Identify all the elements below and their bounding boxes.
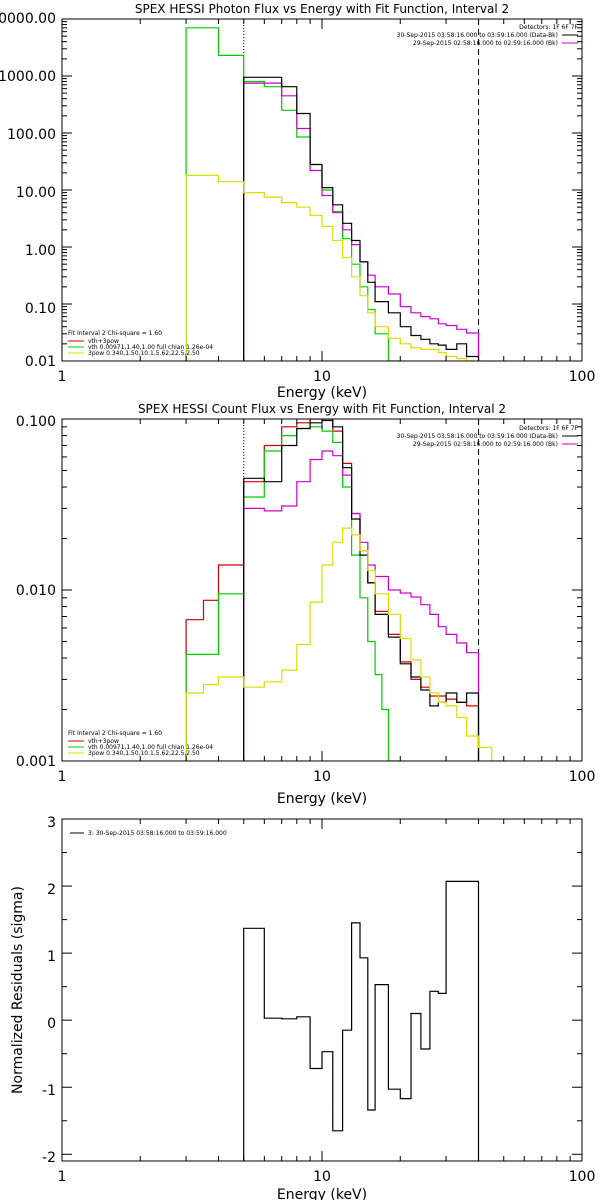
residuals-ytick-0: 0 — [47, 1016, 56, 1032]
count-flux-xtick-10: 10 — [313, 769, 331, 785]
residuals-ytick--1: -1 — [42, 1083, 56, 1099]
residuals-xlabel: Energy (keV) — [277, 1187, 367, 1200]
count-flux-time-bk: 29-Sep-2015 02:58:16.000 to 02:59:16.000… — [413, 441, 558, 448]
photon-flux-time-data: 30-Sep-2015 03:58:16.000 to 03:59:16.000… — [397, 32, 558, 39]
residuals-ytick-2: 2 — [47, 882, 56, 898]
count-flux-time-data: 30-Sep-2015 03:58:16.000 to 03:59:16.000… — [397, 433, 558, 440]
count-flux-ytick-0.100: 0.100 — [16, 414, 56, 430]
photon-flux-frame — [61, 18, 583, 362]
residuals-frame — [61, 818, 583, 1162]
photon-flux-fit-header: Fit Interval 2 Chi-square = 1.60 — [68, 330, 162, 337]
count-flux-panel: SPEX HESSI Count Flux vs Energy with Fit… — [16, 402, 595, 807]
count-flux-xtick-1: 1 — [58, 769, 67, 785]
residuals-ytick-1: 1 — [47, 949, 56, 965]
residuals-ytick-3: 3 — [47, 815, 56, 831]
photon-flux-ytick-100.00: 100.00 — [7, 127, 56, 143]
count-flux-xlabel: Energy (keV) — [277, 791, 367, 807]
photon-flux-plot-area — [61, 19, 582, 362]
photon-flux-xtick-1: 1 — [58, 369, 67, 385]
plot-clip-group — [243, 880, 480, 1161]
histogram-series-0 — [185, 419, 480, 761]
count-flux-fit-entry-total: vth+3pow — [88, 738, 119, 745]
photon-flux-ytick-1000.00: 1000.00 — [0, 69, 56, 85]
residuals-legend-entry: 3: 30-Sep-2015 03:58:16.000 to 03:59:16.… — [88, 830, 227, 837]
count-flux-xtick-100: 100 — [569, 769, 596, 785]
count-flux-plot-area — [61, 419, 582, 762]
residuals-ytick--2: -2 — [42, 1150, 56, 1166]
photon-flux-fit-entry-vth: vth 0.00971,1.40,1.00 full chian 1.26e-0… — [88, 344, 213, 351]
count-flux-ytick-0.010: 0.010 — [16, 583, 56, 599]
histogram-series-2 — [243, 76, 480, 361]
residuals-xtick-100: 100 — [569, 1169, 596, 1185]
histogram-series-2 — [243, 450, 480, 761]
photon-flux-title: SPEX HESSI Photon Flux vs Energy with Fi… — [135, 2, 509, 16]
residuals-xtick-10: 10 — [313, 1169, 331, 1185]
histogram-series-0 — [243, 880, 480, 1161]
residuals-plot-area — [61, 818, 582, 1161]
photon-flux-time-bk: 29-Sep-2015 02:58:16.000 to 02:59:16.000… — [413, 40, 558, 47]
count-flux-detectors: Detectors: 1F 6F 7F — [519, 425, 578, 432]
count-flux-ytick-0.001: 0.001 — [16, 754, 56, 770]
photon-flux-xlabel: Energy (keV) — [277, 385, 367, 401]
count-flux-fit-entry-vth: vth 0.00971,1.40,1.00 full chian 1.26e-0… — [88, 744, 213, 751]
photon-flux-fit-entry-total: vth+3pow — [88, 338, 119, 345]
photon-flux-panel: SPEX HESSI Photon Flux vs Energy with Fi… — [0, 2, 595, 401]
residuals-xtick-1: 1 — [58, 1169, 67, 1185]
photon-flux-xtick-100: 100 — [569, 369, 596, 385]
residuals-panel: 1 10 100 -2 -1 0 1 2 3 Energy (keV) Norm… — [10, 815, 595, 1200]
count-flux-frame — [61, 418, 583, 762]
count-flux-title: SPEX HESSI Count Flux vs Energy with Fit… — [138, 402, 506, 416]
photon-flux-ytick-0.10: 0.10 — [25, 301, 56, 317]
photon-flux-ytick-1.00: 1.00 — [25, 243, 56, 259]
photon-flux-detectors: Detectors: 1F 6F 7F — [519, 24, 578, 31]
photon-flux-ytick-10.00: 10.00 — [16, 185, 56, 201]
histogram-series-1 — [185, 426, 401, 761]
photon-flux-ytick-0.01: 0.01 — [25, 354, 56, 370]
histogram-series-1 — [243, 82, 480, 361]
photon-flux-ytick-10000.00: 0000.00 — [0, 11, 56, 27]
count-flux-fit-entry-3pow: 3pow 0.340,1.50,10.1,5.62,22.5,2.50 — [88, 750, 200, 757]
histogram-series-3 — [185, 174, 492, 361]
histogram-series-3 — [243, 419, 480, 761]
histogram-series-4 — [185, 527, 504, 761]
photon-flux-fit-entry-3pow: 3pow 0.340,1.50,10.1,5.62,22.5,2.50 — [88, 350, 200, 357]
plot-clip-group — [185, 19, 492, 361]
plot-clip-group — [185, 419, 504, 761]
count-flux-fit-header: Fit Interval 2 Chi-square = 1.60 — [68, 730, 162, 737]
residuals-ylabel: Normalized Residuals (sigma) — [10, 886, 26, 1094]
photon-flux-xtick-10: 10 — [313, 369, 331, 385]
